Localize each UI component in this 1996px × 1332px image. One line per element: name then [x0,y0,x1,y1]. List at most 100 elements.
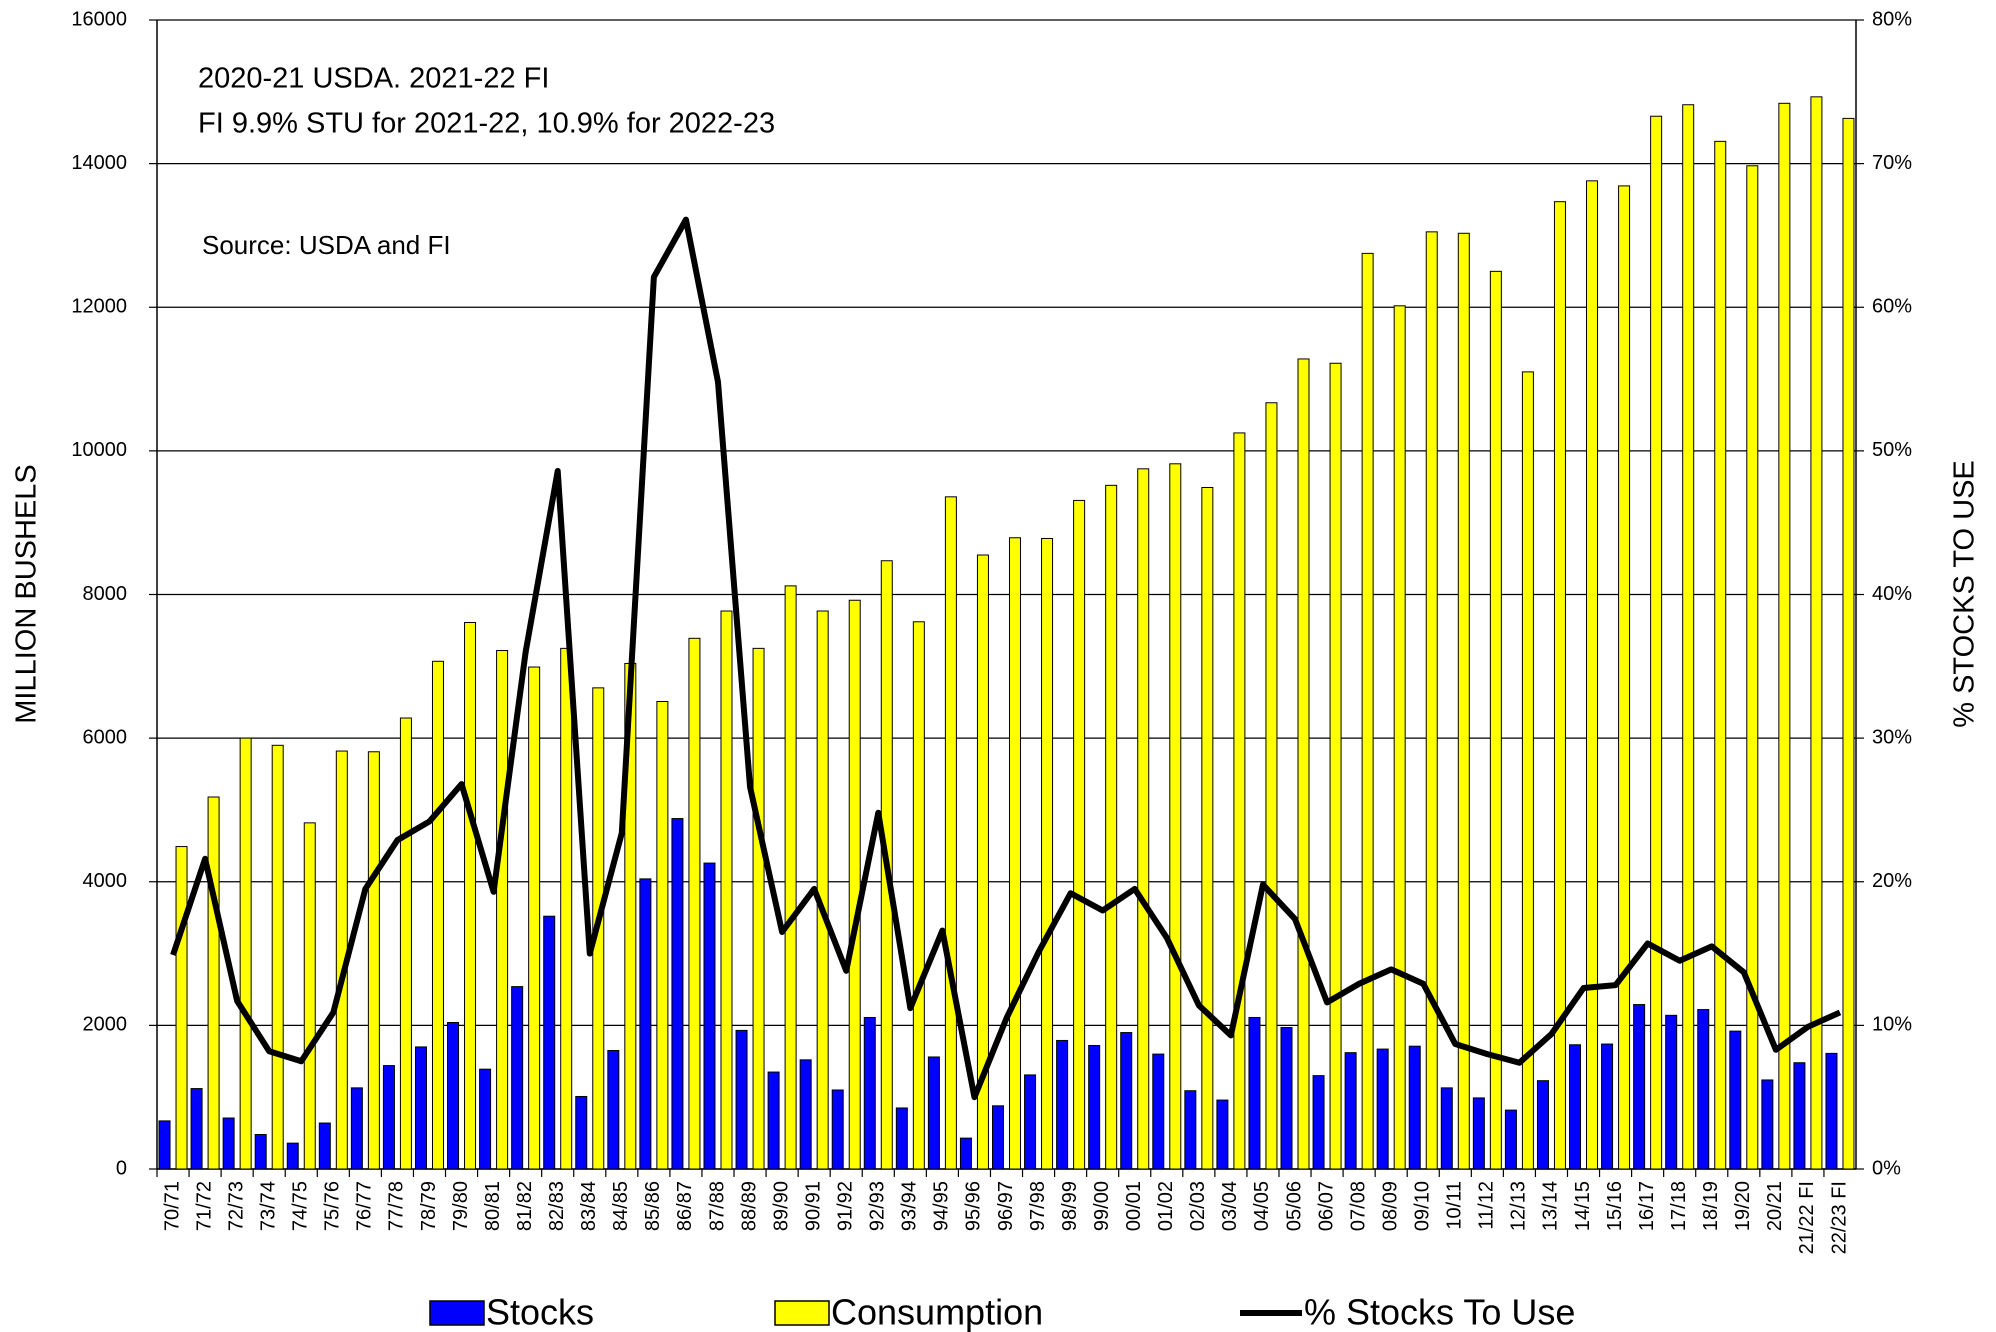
x-tick-label: 08/09 [1379,1181,1401,1231]
x-tick-label: 78/79 [418,1181,440,1231]
x-tick-label: 14/15 [1572,1181,1594,1231]
x-tick-label: 95/96 [963,1181,985,1231]
x-tick-label: 12/13 [1508,1181,1530,1231]
x-tick-label: 89/90 [770,1181,792,1231]
bar [447,1022,460,1170]
y2-tick-label: 40% [1872,583,1912,605]
x-tick-label: 07/08 [1347,1181,1369,1231]
bar [1536,1080,1549,1170]
bar [1041,537,1054,1170]
bar [464,622,477,1170]
legend-label: Stocks [486,1292,594,1332]
x-tick-label: 70/71 [161,1181,183,1231]
x-tick-label: 06/07 [1315,1181,1337,1231]
x-tick-label: 84/85 [610,1181,632,1231]
bar [767,1071,780,1170]
x-tick-label: 22/23 FI [1828,1181,1850,1254]
bar [944,496,957,1170]
x-tick-label: 75/76 [322,1181,344,1231]
bar [1233,432,1246,1170]
bar [1472,1097,1485,1170]
annotation: FI 9.9% STU for 2021-22, 10.9% for 2022-… [198,108,775,140]
bar [1440,1087,1453,1170]
x-tick-label: 09/10 [1412,1181,1434,1231]
bar [303,822,316,1170]
bar [976,554,989,1170]
bar [927,1056,940,1170]
bar [959,1137,972,1170]
annotation: Source: USDA and FI [202,230,451,260]
line [170,216,1842,1101]
y2-axis-title: % STOCKS TO USE [1949,460,1981,728]
x-tick-label: 18/19 [1700,1181,1722,1231]
bar [671,818,684,1170]
x-tick-label: 93/94 [899,1181,921,1231]
bar [1009,537,1021,1170]
x-tick-label: 96/97 [995,1181,1017,1231]
bar [639,878,652,1170]
bar [1825,1052,1838,1170]
bar [382,1065,395,1170]
bar [1312,1075,1325,1170]
bar [1842,117,1855,1170]
bar [1618,185,1631,1170]
bar [1408,1045,1421,1170]
bar [1761,1079,1774,1170]
bar [1376,1048,1389,1170]
bar [784,585,797,1170]
y-tick-label: 8000 [83,583,128,605]
bar [1633,1004,1646,1170]
x-tick-label: 91/92 [834,1181,856,1231]
x-tick-label: 90/91 [802,1181,824,1231]
y2-tick-label: 0% [1872,1157,1901,1179]
bar [496,650,509,1170]
x-tick-label: 16/17 [1636,1181,1658,1231]
bar [1184,1090,1197,1170]
y2-tick-label: 30% [1872,726,1912,748]
bar [254,1134,267,1170]
bar [1297,358,1310,1170]
x-tick-label: 81/82 [514,1181,536,1231]
y-axis-title: MILLION BUSHELS [11,464,43,723]
bar [912,621,925,1170]
bar [1152,1053,1165,1170]
bar [656,701,669,1170]
x-tick-label: 10/11 [1444,1181,1466,1230]
bar [992,1105,1004,1170]
bar [1746,165,1759,1170]
bar [1137,468,1150,1170]
x-tick-label: 94/95 [931,1181,953,1231]
bar [1024,1074,1037,1170]
x-tick-label: 17/18 [1668,1181,1690,1231]
bar [1073,499,1086,1170]
bar [1601,1043,1614,1170]
bar [1810,96,1823,1170]
bar [1088,1044,1101,1170]
bar [1056,1039,1069,1170]
y2-tick-label: 70% [1872,152,1912,174]
x-tick-label: 99/00 [1091,1181,1113,1231]
bar [831,1089,844,1170]
bar [175,846,188,1170]
bar [703,862,716,1170]
legend-label: % Stocks To Use [1304,1292,1575,1332]
bar [688,637,701,1170]
x-tick-label: 02/03 [1187,1181,1209,1231]
y-tick-label: 16000 [71,8,127,30]
y-tick-label: 10000 [71,439,127,461]
y-tick-label: 6000 [83,726,128,748]
bar [479,1068,492,1170]
bar [1344,1052,1357,1170]
x-tick-label: 15/16 [1604,1181,1626,1231]
x-tick-label: 21/22 FI [1796,1181,1818,1254]
bar [431,660,444,1170]
x-tick-label: 01/02 [1155,1181,1177,1231]
bar [1265,402,1278,1170]
y-tick-label: 0 [116,1157,127,1179]
x-tick-label: 79/80 [450,1181,472,1231]
x-tick-label: 05/06 [1283,1181,1305,1231]
bar [1120,1032,1133,1170]
bar [1569,1044,1582,1170]
y2-tick-label: 20% [1872,870,1912,892]
bar [222,1117,235,1170]
